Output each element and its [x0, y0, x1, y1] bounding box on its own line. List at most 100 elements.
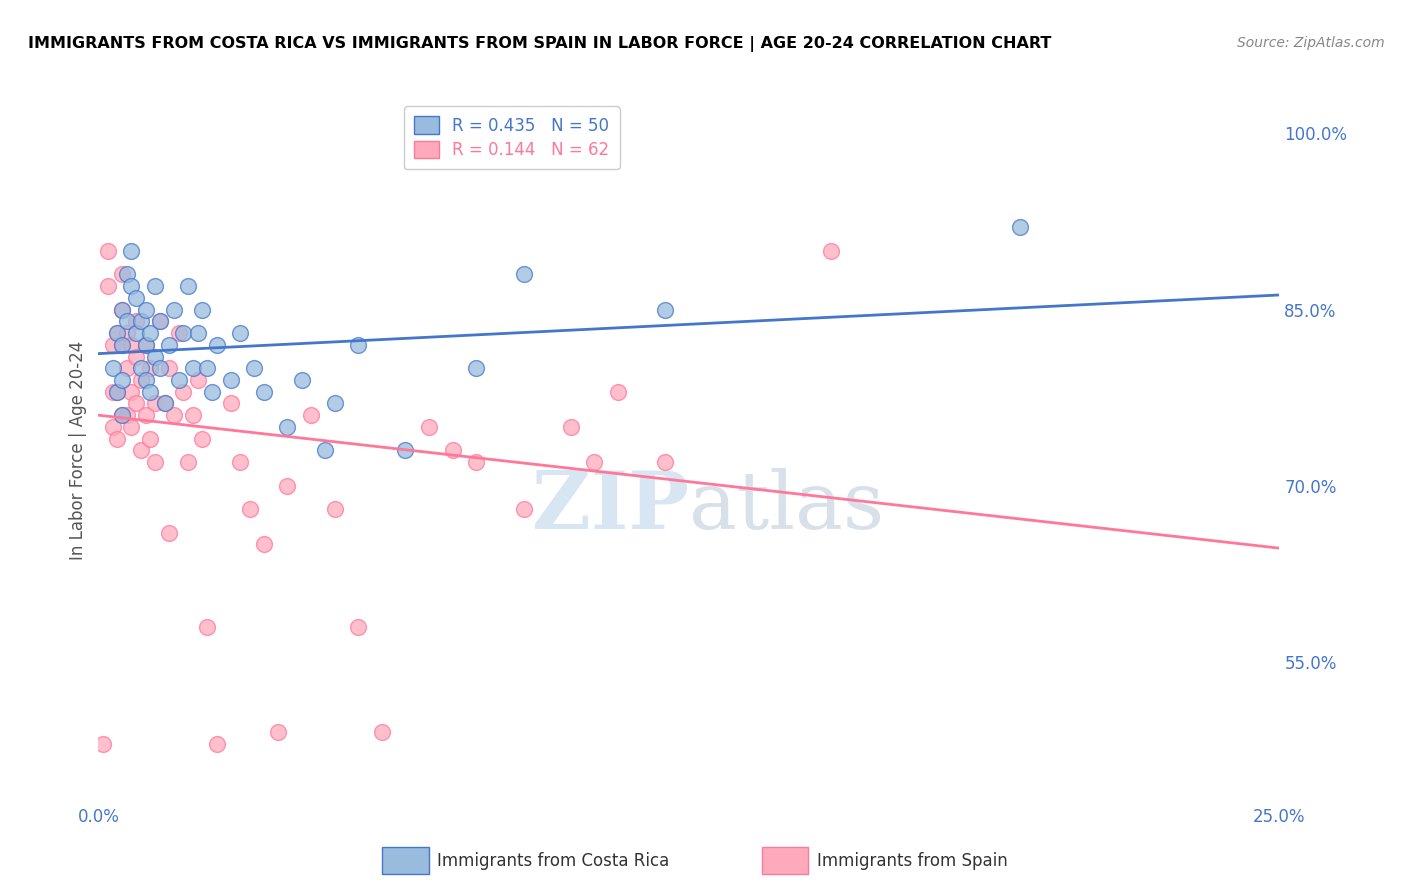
- Point: [111, 302, 134, 317]
- Point: [115, 408, 138, 422]
- Point: [465, 361, 488, 376]
- Point: [105, 326, 128, 340]
- Point: [135, 302, 157, 317]
- Point: [163, 302, 186, 317]
- Point: [121, 244, 143, 258]
- Point: [441, 443, 464, 458]
- Point: [820, 244, 842, 258]
- Point: [153, 396, 176, 410]
- Point: [253, 537, 276, 551]
- Point: [465, 455, 488, 469]
- Point: [149, 314, 172, 328]
- Point: [125, 350, 148, 364]
- Point: [229, 455, 252, 469]
- Point: [177, 279, 200, 293]
- Point: [125, 314, 148, 328]
- Point: [371, 725, 394, 739]
- Text: Immigrants from Costa Rica: Immigrants from Costa Rica: [437, 852, 669, 870]
- Point: [181, 408, 204, 422]
- Point: [125, 396, 148, 410]
- Point: [105, 326, 128, 340]
- Point: [111, 338, 134, 352]
- Point: [105, 384, 128, 399]
- Point: [607, 384, 630, 399]
- Point: [219, 373, 242, 387]
- Point: [135, 408, 157, 422]
- Point: [347, 619, 370, 633]
- Point: [115, 361, 138, 376]
- Point: [135, 338, 157, 352]
- Point: [125, 326, 148, 340]
- Point: [167, 373, 190, 387]
- Point: [91, 737, 114, 751]
- Point: [143, 455, 166, 469]
- Point: [418, 420, 440, 434]
- Point: [229, 326, 252, 340]
- Point: [105, 432, 128, 446]
- Point: [111, 408, 134, 422]
- Point: [172, 326, 194, 340]
- Point: [143, 350, 166, 364]
- Point: [111, 302, 134, 317]
- Point: [115, 267, 138, 281]
- Point: [121, 338, 143, 352]
- Point: [323, 502, 346, 516]
- Point: [129, 373, 152, 387]
- Point: [115, 314, 138, 328]
- Point: [239, 502, 262, 516]
- Point: [105, 384, 128, 399]
- Point: [139, 432, 162, 446]
- Point: [205, 338, 228, 352]
- Text: Immigrants from Spain: Immigrants from Spain: [817, 852, 1008, 870]
- Point: [101, 420, 124, 434]
- Point: [129, 361, 152, 376]
- Point: [101, 384, 124, 399]
- Point: [143, 396, 166, 410]
- Point: [157, 525, 180, 540]
- Point: [267, 725, 290, 739]
- Point: [1008, 220, 1031, 235]
- Point: [135, 373, 157, 387]
- Point: [253, 384, 276, 399]
- Point: [101, 361, 124, 376]
- Point: [191, 302, 214, 317]
- Point: [654, 455, 676, 469]
- Point: [201, 384, 224, 399]
- Point: [560, 420, 582, 434]
- Point: [299, 408, 322, 422]
- Point: [115, 326, 138, 340]
- Point: [121, 384, 143, 399]
- Point: [135, 338, 157, 352]
- Point: [121, 420, 143, 434]
- Point: [394, 443, 416, 458]
- Point: [111, 373, 134, 387]
- Point: [157, 338, 180, 352]
- Point: [187, 373, 209, 387]
- Point: [276, 478, 298, 492]
- Point: [139, 384, 162, 399]
- Point: [347, 338, 370, 352]
- Bar: [382, 847, 429, 874]
- Point: [129, 314, 152, 328]
- Point: [243, 361, 266, 376]
- Point: [139, 361, 162, 376]
- Point: [125, 291, 148, 305]
- Point: [172, 384, 194, 399]
- Point: [195, 619, 218, 633]
- Point: [512, 502, 534, 516]
- Point: [97, 244, 120, 258]
- Point: [149, 314, 172, 328]
- Point: [512, 267, 534, 281]
- Point: [139, 326, 162, 340]
- Text: ZIP: ZIP: [531, 467, 689, 546]
- Point: [121, 279, 143, 293]
- Point: [654, 302, 676, 317]
- Text: Source: ZipAtlas.com: Source: ZipAtlas.com: [1237, 36, 1385, 50]
- Point: [101, 338, 124, 352]
- Point: [167, 326, 190, 340]
- Point: [191, 432, 214, 446]
- Point: [129, 443, 152, 458]
- Point: [181, 361, 204, 376]
- Point: [177, 455, 200, 469]
- Text: atlas: atlas: [689, 467, 884, 546]
